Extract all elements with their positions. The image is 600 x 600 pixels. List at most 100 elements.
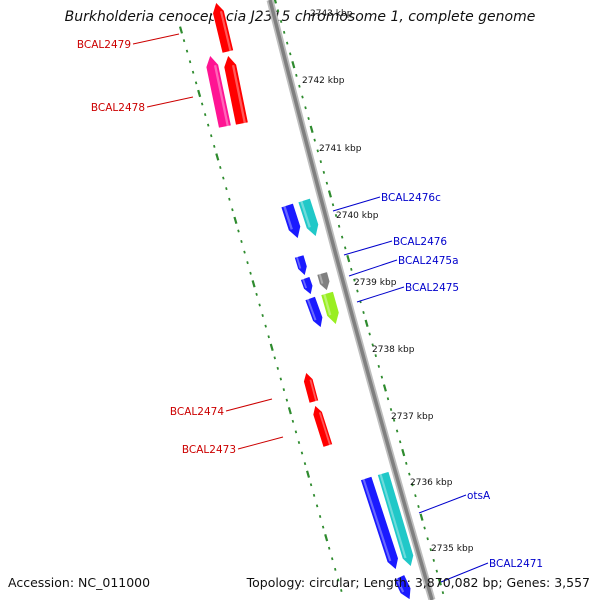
gene-label[interactable]: BCAL2475a — [348, 255, 459, 277]
gene-highlight — [362, 478, 392, 562]
tick-mark-inner — [215, 153, 220, 161]
gene-arrow-bcal2474[interactable] — [302, 371, 320, 404]
length-value: 3,870,082 bp — [414, 575, 499, 590]
gene-arrow-bcal2471[interactable] — [359, 475, 400, 571]
tick-mark-inner — [251, 280, 256, 288]
gene-arrow-otsa[interactable] — [376, 470, 415, 568]
gene-arrow-bcal2475a-b[interactable] — [316, 270, 331, 292]
gene-label[interactable]: BCAL2476 — [343, 236, 447, 256]
gene-label[interactable]: BCAL2475 — [356, 282, 459, 303]
gene-arrow-bcal2475[interactable] — [304, 295, 324, 329]
tick-mark-inner — [324, 533, 329, 542]
tick-mark-outer — [285, 41, 289, 45]
gene-arrow-bcal2475-b[interactable] — [320, 290, 340, 326]
tick-mark-inner — [228, 197, 231, 201]
gene-label[interactable]: BCAL2473 — [182, 436, 284, 456]
tick-mark-inner — [213, 144, 216, 148]
kbp-labels: 2743 kbp 2742 kbp 2741 kbp 2740 kbp 2739 kbp… — [302, 9, 474, 554]
tick-mark-outer — [316, 149, 319, 153]
gene-arrow-bcal2476-b[interactable] — [293, 253, 308, 277]
gene-arrow-bcal2479[interactable] — [211, 1, 235, 55]
tick-mark-outer — [432, 558, 435, 562]
tick-mark-outer — [417, 504, 420, 508]
tick-mark-inner — [318, 515, 322, 518]
tick-mark-outer — [301, 95, 304, 99]
gene-name: BCAL2479 — [77, 39, 131, 51]
tick-mark-outer — [291, 60, 296, 69]
gene-name: BCAL2475 — [405, 282, 459, 294]
gene-arrow-bcal2478[interactable] — [205, 54, 232, 129]
tick-mark-outer — [273, 0, 278, 4]
gene-highlight — [306, 298, 317, 321]
tick-marks — [178, 0, 445, 595]
gene-label[interactable]: BCAL2479 — [77, 33, 180, 51]
tick-mark-inner — [300, 451, 304, 455]
kbp-label: 2738 kbp — [372, 345, 415, 355]
tick-mark-inner — [287, 407, 292, 415]
tick-mark-inner — [282, 388, 286, 392]
leader-line — [225, 398, 273, 412]
tick-mark-outer — [386, 397, 390, 401]
tick-mark-outer — [374, 354, 377, 358]
tick-mark-inner — [197, 89, 202, 98]
tick-mark-inner — [315, 504, 319, 508]
tick-mark-outer — [411, 483, 414, 487]
gene-label[interactable]: BCAL2478 — [91, 96, 194, 114]
gene-arrow-bcal2471-b[interactable] — [392, 573, 412, 600]
gene-highlight — [323, 293, 332, 316]
gene-arrow-bcal2473[interactable] — [312, 404, 334, 449]
leader-line — [440, 562, 489, 583]
tick-mark-outer — [309, 125, 314, 133]
tick-mark-outer — [350, 267, 353, 271]
gene-name: BCAL2475a — [398, 255, 459, 267]
tick-mark-inner — [279, 377, 283, 381]
tick-mark-inner — [203, 113, 207, 117]
gene-label[interactable]: BCAL2471 — [440, 558, 543, 583]
tick-mark-outer — [276, 9, 280, 13]
accession-label: Accession: — [8, 575, 79, 590]
gene-name: BCAL2473 — [182, 444, 236, 456]
tick-mark-inner — [249, 271, 252, 275]
tick-mark-inner — [291, 419, 295, 423]
gene-labels: BCAL2479 BCAL2478 BCAL2476c BCAL2476 BCAL247… — [77, 33, 543, 583]
gene-label[interactable]: BCAL2476c — [332, 192, 441, 212]
tick-mark-outer — [377, 364, 381, 368]
leader-line — [356, 286, 405, 303]
tick-mark-outer — [429, 548, 432, 552]
tick-mark-outer — [382, 384, 387, 392]
tick-mark-inner — [237, 229, 240, 233]
tick-mark-outer — [337, 224, 341, 228]
tick-mark-outer — [437, 578, 442, 586]
gene-highlight — [302, 278, 308, 289]
tick-mark-outer — [441, 591, 445, 595]
gene-highlight — [283, 205, 293, 230]
tick-mark-inner — [219, 165, 222, 169]
kbp-label: 2742 kbp — [302, 76, 345, 86]
tick-mark-inner — [337, 578, 340, 582]
tick-mark-inner — [258, 303, 261, 307]
tick-mark-inner — [225, 187, 228, 191]
kbp-label: 2743 kbp — [310, 9, 353, 19]
tick-mark-inner — [327, 546, 331, 550]
tick-mark-outer — [289, 52, 292, 56]
tick-mark-outer — [371, 343, 374, 347]
gene-label[interactable]: BCAL2474 — [170, 398, 273, 418]
genome-stats: Topology: circular; Length: 3,870,082 bp… — [247, 575, 590, 590]
gene-name: BCAL2474 — [170, 406, 224, 418]
tick-mark-outer — [414, 494, 417, 498]
tick-mark-inner — [194, 81, 198, 85]
gene-arrow-bcal2476c[interactable] — [280, 202, 302, 240]
tick-mark-outer — [401, 448, 406, 457]
tick-mark-outer — [327, 190, 332, 198]
leader-line — [348, 259, 398, 277]
tick-mark-outer — [435, 569, 439, 573]
kbp-label: 2741 kbp — [319, 144, 362, 154]
gene-label[interactable]: otsA — [418, 490, 491, 514]
tick-mark-inner — [294, 430, 298, 434]
tick-mark-outer — [282, 30, 286, 34]
tick-mark-inner — [334, 567, 337, 571]
gene-arrow-bcal2476[interactable] — [297, 197, 320, 238]
gene-arrow-bcal2475a[interactable] — [299, 275, 314, 296]
gene-arrow-bcal2479-b[interactable] — [223, 54, 249, 126]
